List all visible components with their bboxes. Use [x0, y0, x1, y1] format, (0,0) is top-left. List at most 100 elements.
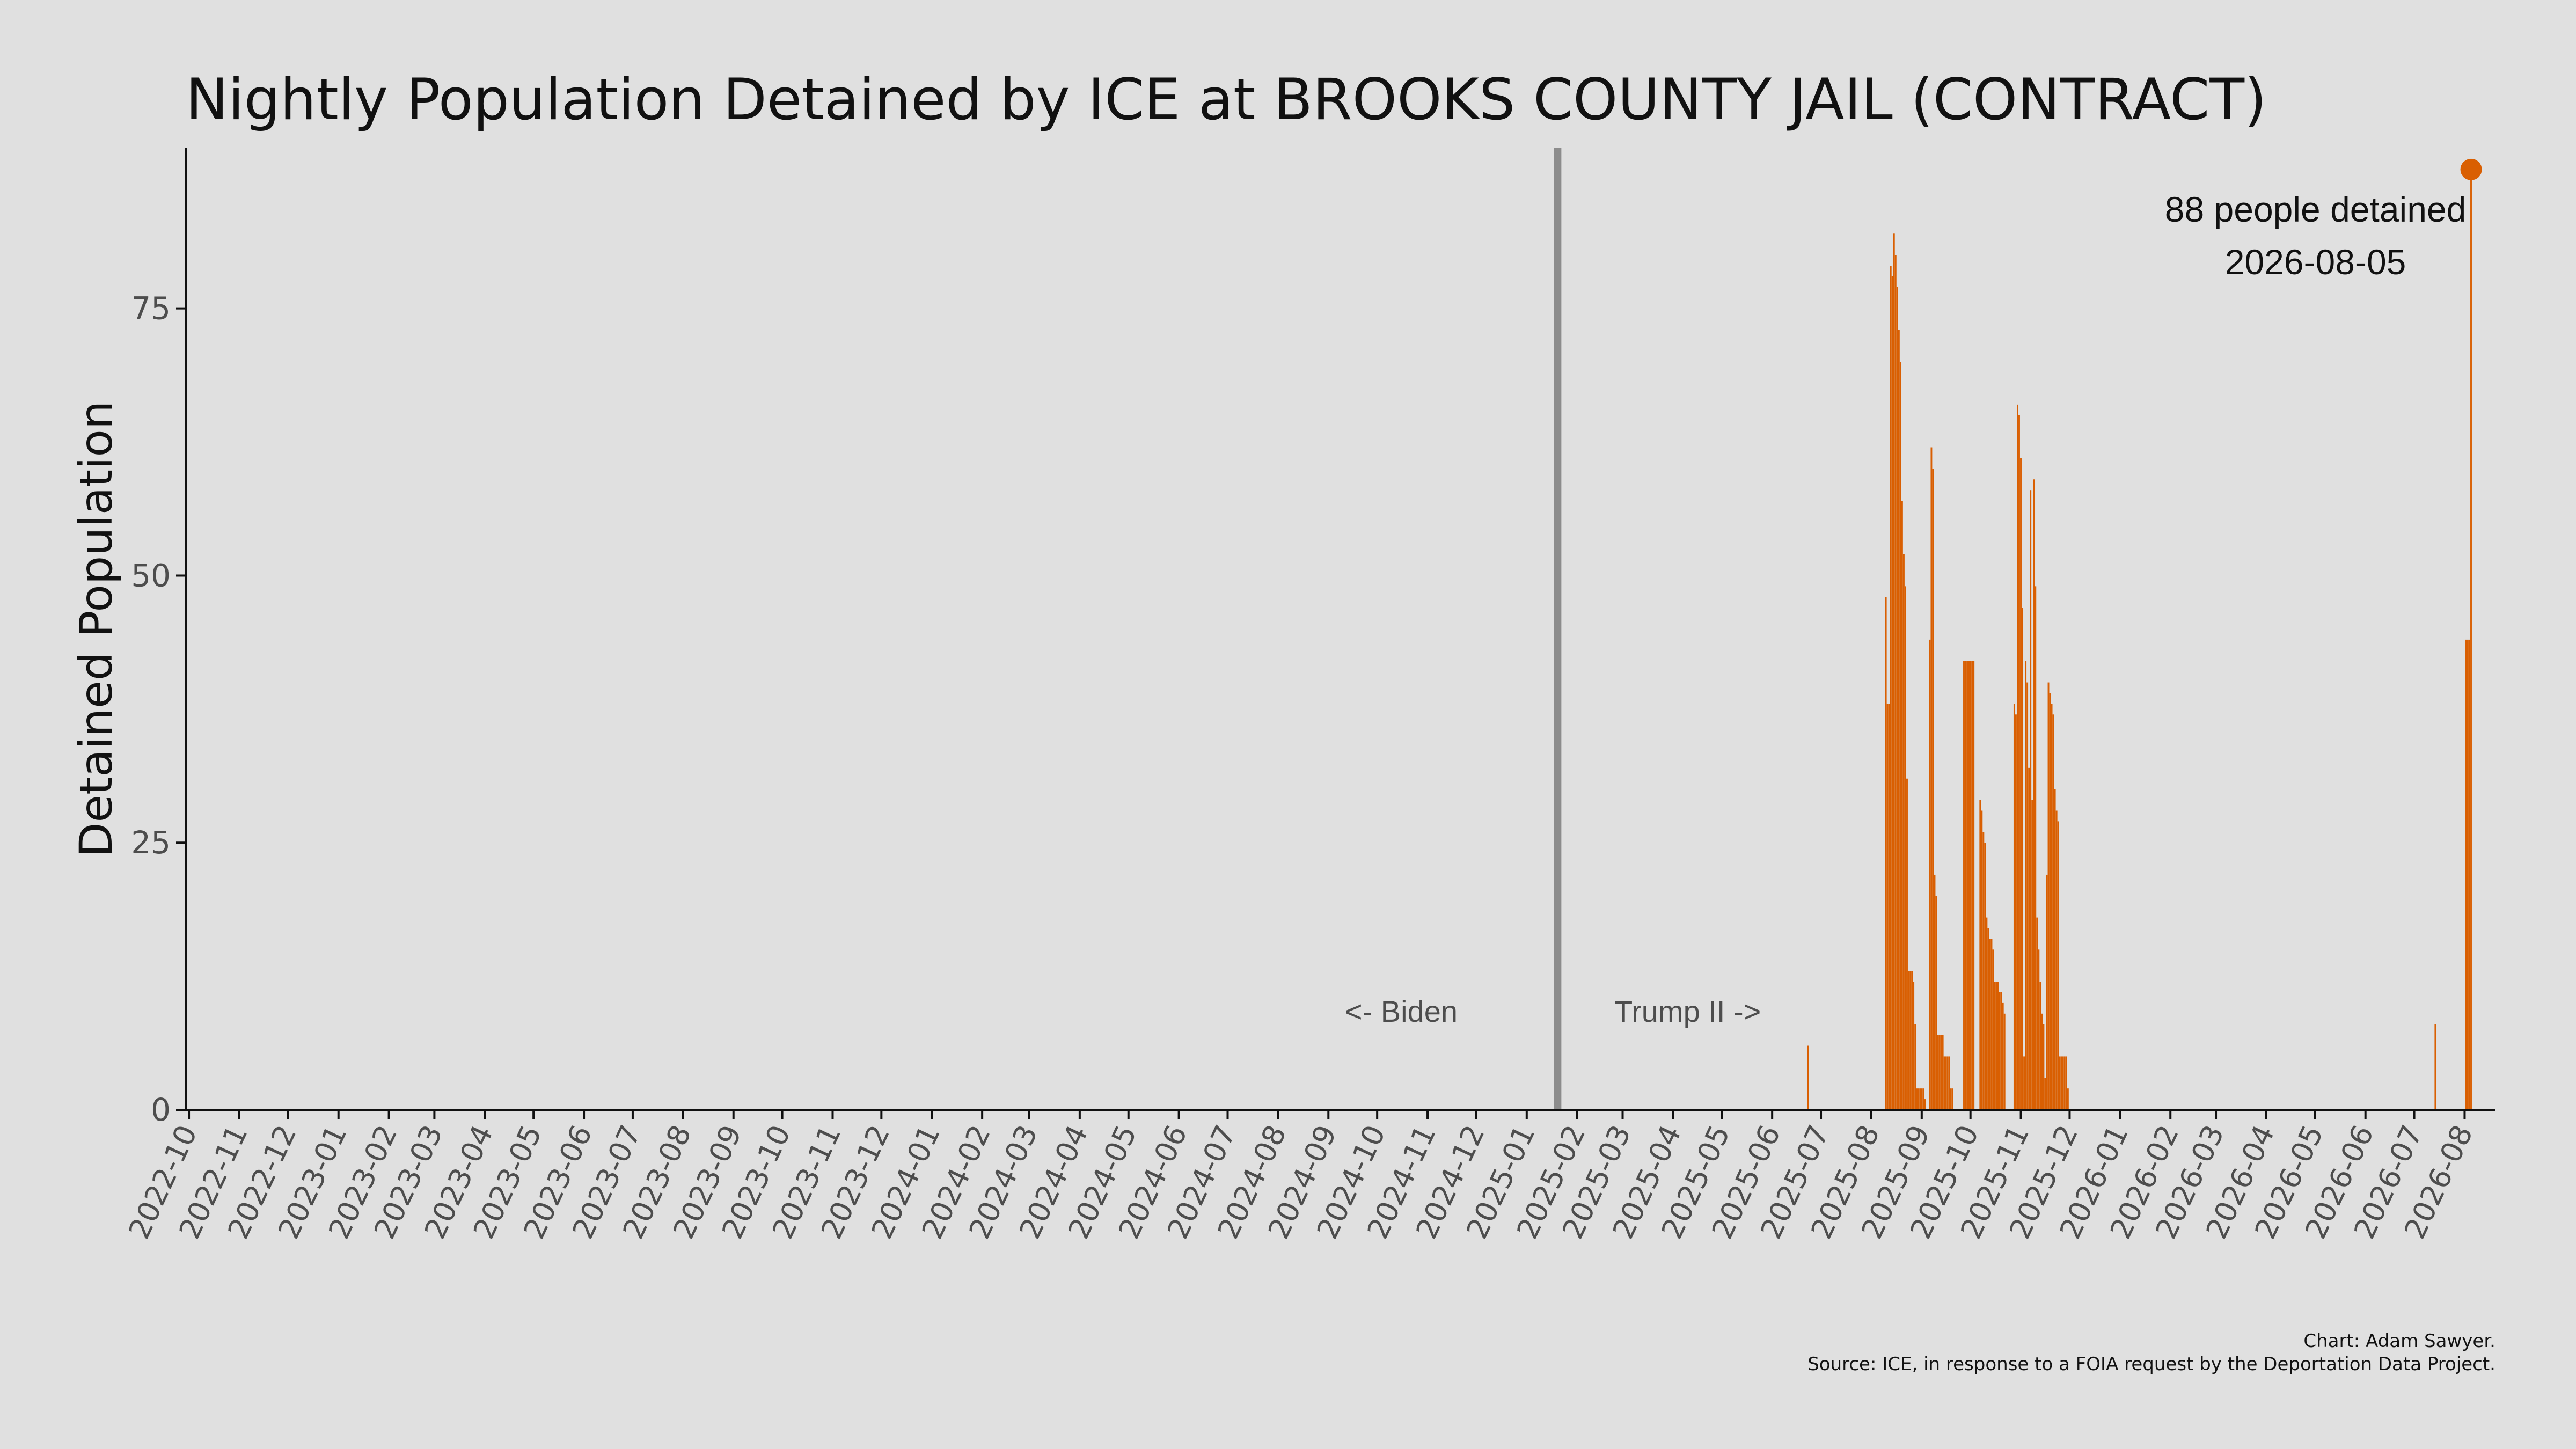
bar	[1935, 896, 1937, 1110]
bar	[1997, 982, 1999, 1110]
bar	[2041, 1013, 2043, 1110]
peak-label: 88 people detained	[2165, 189, 2467, 229]
bar	[1966, 661, 1968, 1110]
bar	[2025, 661, 2027, 1110]
bar	[1899, 362, 1901, 1110]
bar	[1921, 1088, 1923, 1110]
bar	[1930, 447, 1933, 1110]
bar	[1986, 917, 1988, 1110]
bar	[1943, 1056, 1945, 1110]
bar	[2015, 714, 2017, 1110]
era-label-biden: <- Biden	[1345, 994, 1458, 1028]
bar	[1908, 971, 1909, 1110]
bar	[2000, 992, 2002, 1110]
bar	[1938, 1035, 1941, 1110]
bar	[2062, 1056, 2064, 1110]
y-tick-label: 0	[151, 1092, 171, 1128]
bar	[1911, 971, 1913, 1110]
bar	[1888, 704, 1890, 1110]
bar	[2057, 821, 2059, 1110]
y-axis: 0 25 50 75	[131, 148, 187, 1128]
bar	[2026, 682, 2029, 1110]
bar	[2054, 789, 2056, 1110]
bar	[1945, 1056, 1947, 1110]
bar	[2023, 1056, 2025, 1110]
bar	[2018, 415, 2020, 1110]
y-tick-label: 75	[131, 290, 171, 327]
bar	[1918, 1088, 1920, 1110]
bar	[1891, 276, 1893, 1110]
bar	[1950, 1088, 1952, 1110]
bar	[2469, 639, 2470, 1110]
y-axis-label: Detained Population	[70, 401, 122, 857]
bar	[1987, 928, 1989, 1110]
bar	[1942, 1035, 1944, 1110]
bar	[2033, 479, 2035, 1110]
bar	[1973, 661, 1975, 1110]
bar	[2030, 490, 2032, 1110]
bar	[2003, 1013, 2006, 1110]
bar	[2465, 639, 2467, 1110]
bar	[2060, 1056, 2062, 1110]
bar	[2031, 800, 2033, 1110]
peak-date-label: 2026-08-05	[2225, 242, 2406, 282]
bar	[1898, 330, 1900, 1110]
bar	[1807, 1045, 1809, 1110]
bar	[2035, 586, 2037, 1110]
bar	[2017, 404, 2018, 1110]
bar	[1896, 287, 1898, 1110]
bar	[1929, 639, 1931, 1110]
bar	[2470, 169, 2472, 1110]
bar	[2051, 704, 2053, 1110]
bar	[1940, 1035, 1942, 1110]
caption-credit: Chart: Adam Sawyer.	[2303, 1330, 2496, 1352]
bar	[2047, 682, 2050, 1110]
bar	[2055, 810, 2058, 1110]
bar	[1963, 661, 1965, 1110]
bar	[2036, 917, 2038, 1110]
era-label-trump: Trump II ->	[1614, 994, 1761, 1028]
bar	[1948, 1056, 1950, 1110]
bar	[1919, 1088, 1921, 1110]
bar	[1906, 778, 1908, 1110]
bar	[1909, 971, 1912, 1110]
peak-marker	[2460, 158, 2482, 180]
y-tick-label: 25	[131, 824, 171, 861]
bar	[2059, 1056, 2061, 1110]
bar	[1901, 501, 1903, 1110]
y-tick-label: 50	[131, 557, 171, 594]
bar	[1994, 982, 1996, 1110]
bar	[2039, 982, 2041, 1110]
bar	[1981, 810, 1983, 1110]
bar	[1934, 874, 1936, 1110]
bar	[1905, 586, 1906, 1110]
bar-series	[1807, 169, 2472, 1110]
caption-source: Source: ICE, in response to a FOIA reque…	[1807, 1353, 2496, 1375]
peak-annotation: 88 people detained 2026-08-05	[2165, 158, 2482, 282]
bar	[2467, 639, 2469, 1110]
bar	[1982, 832, 1985, 1110]
bar	[2043, 1024, 2045, 1110]
bar	[1916, 1088, 1918, 1110]
bar	[1932, 469, 1934, 1110]
bar	[2022, 608, 2023, 1110]
bar	[2020, 458, 2022, 1110]
bar	[2044, 1078, 2046, 1110]
bar	[1890, 266, 1892, 1110]
bar	[2434, 1024, 2436, 1110]
chart-title: Nightly Population Detained by ICE at BR…	[186, 67, 2266, 133]
bar	[1937, 1035, 1939, 1110]
bar	[1893, 233, 1895, 1110]
bar	[1965, 661, 1966, 1110]
bar	[1971, 661, 1973, 1110]
bar	[1970, 661, 1972, 1110]
bar	[2013, 704, 2015, 1110]
bar	[1885, 597, 1887, 1110]
bar	[2038, 949, 2040, 1110]
bar	[1984, 843, 1986, 1110]
bar	[2049, 693, 2051, 1110]
bar	[2028, 767, 2030, 1110]
bar	[1951, 1088, 1953, 1110]
bar	[1886, 704, 1889, 1110]
